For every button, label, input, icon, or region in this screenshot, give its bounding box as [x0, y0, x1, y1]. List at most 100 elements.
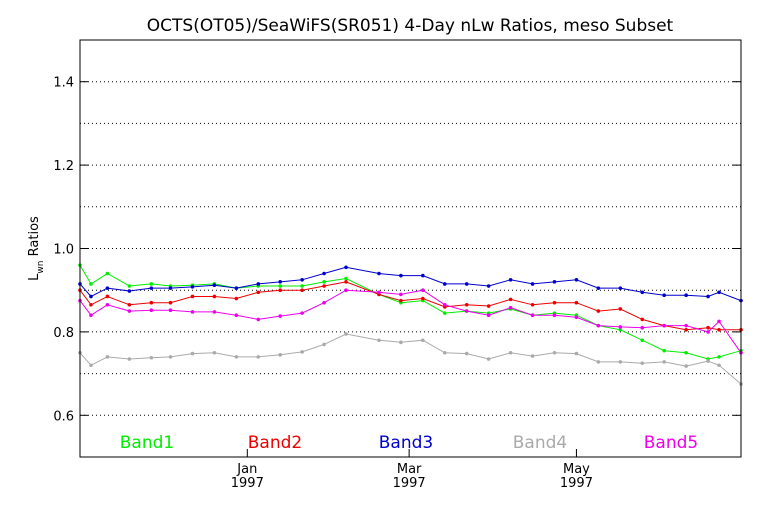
data-point — [596, 360, 601, 364]
y-tick-label: 1.2 — [53, 159, 74, 174]
data-point — [300, 311, 304, 315]
data-point — [89, 313, 93, 318]
data-point — [662, 293, 667, 298]
data-point — [508, 277, 513, 282]
data-point — [322, 300, 326, 305]
data-point — [442, 311, 447, 315]
data-point — [300, 288, 304, 293]
data-point — [717, 363, 721, 368]
data-point — [684, 328, 688, 332]
data-point — [300, 277, 304, 282]
data-point — [344, 280, 348, 284]
data-point — [421, 296, 425, 301]
data-point — [464, 282, 469, 286]
data-point — [486, 284, 491, 288]
data-point — [190, 351, 195, 356]
data-point — [717, 328, 721, 332]
data-point — [278, 280, 283, 284]
chart-title: OCTS(OT05)/SeaWiFS(SR051) 4-Day nLw Rati… — [147, 16, 674, 36]
data-point — [717, 319, 721, 324]
data-point — [212, 350, 217, 355]
data-point — [662, 323, 667, 328]
data-point — [421, 273, 425, 278]
data-point — [421, 338, 425, 343]
data-point — [399, 340, 403, 345]
data-point — [552, 280, 557, 284]
data-point — [574, 315, 579, 320]
data-point — [149, 286, 154, 290]
data-point — [149, 355, 154, 360]
data-point — [618, 360, 623, 364]
data-point — [105, 355, 110, 359]
series-band3 — [78, 265, 743, 303]
data-point — [190, 285, 195, 289]
data-point — [256, 355, 261, 359]
data-point — [322, 284, 326, 288]
x-tick-label-year: 1997 — [560, 476, 593, 491]
data-point — [168, 286, 173, 290]
data-point — [105, 271, 110, 276]
data-point — [596, 323, 601, 328]
data-point — [706, 359, 710, 363]
series-line — [79, 333, 742, 385]
data-point — [684, 364, 688, 368]
data-point — [640, 338, 645, 343]
data-point — [464, 302, 469, 307]
series-line — [79, 264, 742, 360]
data-point — [596, 309, 601, 313]
data-point — [486, 304, 491, 308]
series-layer — [78, 263, 743, 386]
data-point — [344, 276, 348, 281]
data-point — [508, 350, 513, 355]
legend-item-band1: Band1 — [120, 433, 174, 453]
data-point — [662, 348, 667, 353]
series-line — [79, 289, 742, 354]
data-point — [530, 354, 535, 358]
data-point — [278, 284, 283, 288]
series-band5 — [78, 288, 743, 355]
data-point — [508, 297, 513, 302]
data-point — [706, 330, 710, 334]
series-band1 — [78, 263, 743, 361]
data-point — [464, 309, 469, 313]
data-point — [127, 357, 132, 361]
data-point — [640, 317, 645, 322]
y-axis: 0.6 0.8 1.0 1.2 1.4 — [53, 76, 741, 424]
data-point — [717, 355, 721, 359]
data-point — [234, 286, 239, 290]
y-axis-label: Lwn Ratios — [27, 216, 46, 281]
data-point — [105, 294, 110, 299]
data-point — [618, 307, 623, 311]
data-point — [278, 288, 283, 293]
data-point — [89, 302, 93, 307]
data-point — [618, 286, 623, 290]
data-point — [149, 300, 154, 305]
data-point — [618, 328, 623, 332]
data-point — [256, 282, 261, 286]
data-point — [508, 305, 513, 310]
data-point — [278, 314, 283, 318]
data-point — [105, 302, 110, 307]
y-tick-label: 1.4 — [53, 76, 74, 91]
legend: Band1 Band2 Band3 Band4 Band5 — [120, 433, 698, 453]
y-tick-label: 1.0 — [53, 243, 74, 258]
data-point — [212, 283, 217, 287]
data-point — [89, 363, 93, 368]
data-point — [706, 294, 710, 299]
data-point — [212, 294, 217, 299]
data-point — [127, 289, 132, 293]
x-tick-label-year: 1997 — [231, 476, 264, 491]
data-point — [89, 294, 93, 299]
data-point — [149, 282, 154, 286]
data-point — [552, 350, 557, 355]
data-point — [300, 284, 304, 288]
y-tick-label: 0.8 — [53, 326, 74, 341]
series-band2 — [78, 280, 743, 332]
data-point — [596, 286, 601, 290]
data-point — [552, 313, 557, 318]
data-point — [234, 296, 239, 301]
data-point — [640, 325, 645, 330]
data-point — [640, 361, 645, 365]
data-point — [574, 300, 579, 305]
data-point — [168, 308, 173, 313]
